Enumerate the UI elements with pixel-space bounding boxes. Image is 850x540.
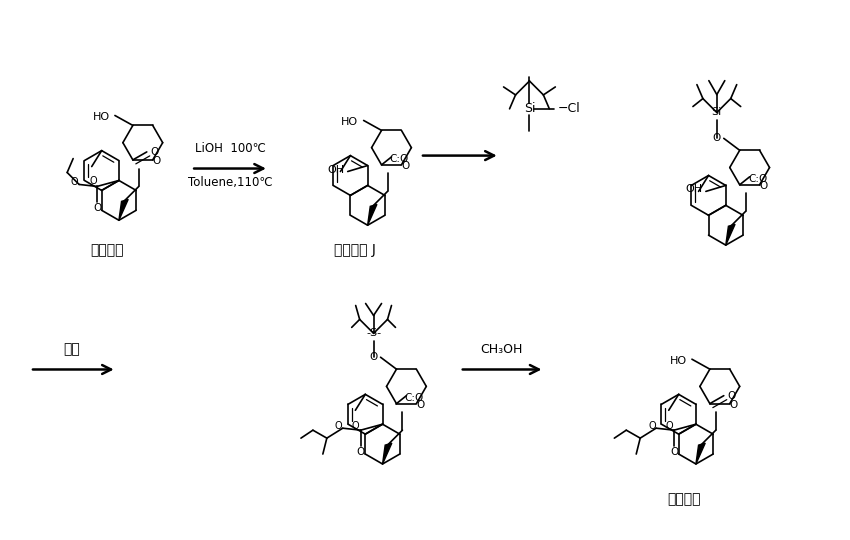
Text: O: O (89, 177, 97, 186)
Text: LiOH  100℃: LiOH 100℃ (195, 142, 265, 155)
Text: 洛伐他汀: 洛伐他汀 (90, 243, 123, 257)
Text: O: O (370, 352, 377, 362)
Text: O: O (649, 421, 656, 431)
Text: O: O (356, 447, 365, 457)
Text: O: O (712, 133, 721, 143)
Text: OH: OH (685, 185, 702, 194)
Text: O: O (759, 181, 768, 191)
Text: Si: Si (711, 107, 722, 118)
Text: CH₃OH: CH₃OH (480, 343, 523, 356)
Text: O: O (670, 447, 678, 457)
Text: HO: HO (670, 356, 687, 366)
Text: O: O (728, 390, 736, 401)
Polygon shape (726, 224, 735, 245)
Text: HO: HO (341, 117, 358, 127)
Text: O: O (666, 421, 673, 431)
Text: O: O (153, 156, 161, 166)
Text: O: O (401, 161, 410, 171)
Text: C:O: C:O (405, 393, 424, 403)
Text: 辛伐他汀: 辛伐他汀 (667, 492, 700, 506)
Text: C:O: C:O (390, 154, 409, 164)
Text: O: O (335, 421, 343, 431)
Text: Si: Si (524, 103, 536, 116)
Text: −Cl: −Cl (558, 103, 581, 116)
Text: 莫那克林 J: 莫那克林 J (334, 243, 377, 257)
Text: OH: OH (327, 165, 344, 174)
Text: O: O (150, 147, 159, 157)
Text: C:O: C:O (748, 174, 768, 184)
Text: O: O (352, 421, 360, 431)
Text: O: O (416, 400, 424, 410)
Text: -S-: -S- (366, 328, 381, 339)
Text: 侧链: 侧链 (64, 342, 80, 356)
Polygon shape (367, 204, 377, 225)
Polygon shape (696, 443, 706, 464)
Text: O: O (93, 204, 101, 213)
Text: HO: HO (93, 112, 110, 123)
Text: Toluene,110℃: Toluene,110℃ (188, 176, 272, 189)
Polygon shape (119, 199, 128, 220)
Polygon shape (382, 443, 392, 464)
Text: O: O (729, 400, 738, 410)
Text: O: O (71, 178, 78, 187)
